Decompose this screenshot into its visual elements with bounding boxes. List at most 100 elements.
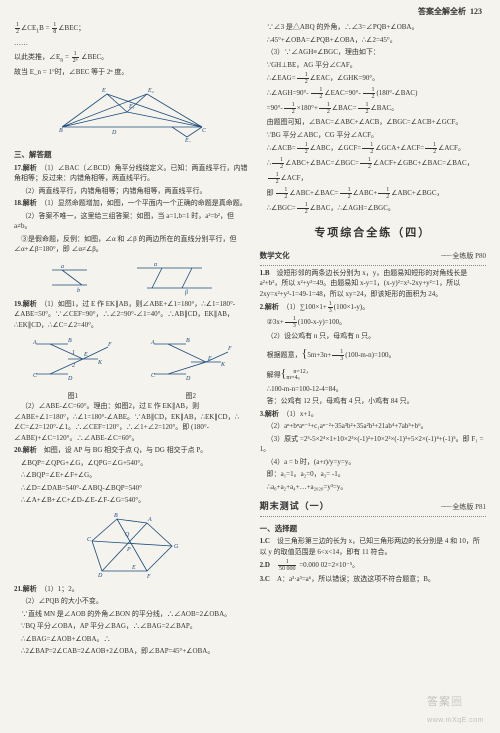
- svg-text:F: F: [227, 346, 232, 352]
- text-line: （2）∠ABE-∠C=60°。理由：如图2，过 E 作 EK∥AB，则∠ABE+…: [14, 401, 250, 443]
- subsection-title: 一、选择题: [260, 523, 486, 534]
- q19: 19.解析 （1）如图1，过 E 作 EK∥AB，则∠ABE+∠1=180°，∴…: [14, 299, 250, 331]
- text-line: 即 12∠ABC+∠BAC=12∠ABC+12∠ABC+∠BGC，: [260, 187, 486, 200]
- text-line: ∵BQ 平分∠OBA，AP 平分∠BAG，∴∠BAG=2∠BAP。: [14, 621, 250, 632]
- svg-text:B: B: [186, 338, 190, 344]
- svg-text:F: F: [146, 574, 151, 580]
- text-line: （4）a = b 时，(a+r)/y=y=y。: [260, 457, 486, 468]
- q2d: 2.D 150 000 =0.000 02=2×10⁻⁵。: [260, 559, 486, 572]
- q1c: 1.C 设三角形第三边的长为 x，已知三角形两边的长分别是 4 和 10，所以 …: [260, 536, 486, 557]
- q3: 3.解析 （1）x+1。: [260, 409, 486, 420]
- svg-text:B: B: [68, 338, 72, 344]
- text-line: ∴∠AGH=90°- 12∠EAC=90°- 12(180°-∠BAC): [260, 87, 486, 100]
- svg-text:A: A: [32, 340, 37, 346]
- text-line: 根据题意，{5m+3n+13(100-m-n)=100。: [260, 344, 486, 362]
- text-line: ∠BQP=∠QPG+∠G，∠QPG=∠G+540°。: [14, 458, 250, 469]
- section-header: 期末测试（一）: [260, 500, 330, 514]
- svg-text:P: P: [126, 547, 131, 553]
- text-line: ∴∠BGC=12∠BAC，∴∠AGH=∠BGC。: [260, 202, 486, 215]
- svg-text:K: K: [97, 360, 103, 366]
- svg-text:C: C: [202, 128, 207, 134]
- svg-text:D: D: [111, 130, 117, 136]
- text-line: ∴100-m-n=100-12-4=84。: [260, 384, 486, 395]
- divider: [260, 516, 486, 517]
- watermark: 答案圈www.mXqE.com: [427, 694, 484, 727]
- text-line: 以此类推，∠En = 12ⁿ ∠BEC。: [14, 51, 250, 65]
- text-line: 故当 E_n = 1°时，∠BEC 等于 2ⁿ 度。: [14, 67, 250, 78]
- text-line: （2）答案不唯一，这里给三组答案：如图，当 a=1,b=1 时，a²=b²，但 …: [14, 211, 250, 232]
- figure-fan: B C E E₁ E₂ E₃ D: [52, 82, 212, 142]
- svg-text:A: A: [150, 340, 155, 346]
- header-title: 答案全解全析: [418, 7, 466, 16]
- subsection-title: 数学文化: [260, 250, 290, 261]
- text-line: ∴∠A+∠B+∠C+∠D-∠E-∠F-∠G=540°。: [14, 495, 250, 506]
- text-line: 解得{n=12，m=4。: [260, 364, 486, 382]
- page-number: 123: [470, 7, 482, 16]
- text-line: （2）∠PQB 的大小不变。: [14, 596, 250, 607]
- svg-text:F: F: [107, 342, 112, 348]
- text-line: ∴12∠ABC+∠BAC=∠BGC=12∠ACF+∠GBC+∠BAC=∠BAC，: [260, 157, 486, 170]
- q21: 21.解析 （1）1；2。: [14, 584, 250, 595]
- text-line: ∵∠3 是△ABQ 的外角，∴∠3=∠PQB+∠OBA。: [260, 22, 486, 33]
- reference: ┈┈┈ 全练版 P81: [441, 502, 486, 513]
- svg-text:a: a: [61, 264, 64, 270]
- text-line: （3）∵∠AGH≡∠BGC，理由如下：: [260, 47, 486, 58]
- text-line: ……: [14, 38, 250, 49]
- figure-row: AB EF CD 12 K 图1: [14, 332, 250, 401]
- svg-text:β: β: [184, 290, 188, 296]
- svg-text:B: B: [114, 513, 118, 519]
- right-column: ∵∠3 是△ABQ 的外角，∴∠3=∠PQB+∠OBA。 ∴45°+∠OBA=∠…: [260, 22, 486, 717]
- svg-text:E: E: [101, 88, 106, 94]
- svg-text:1: 1: [72, 350, 75, 356]
- text-line: （2）设公鸡有 n 只，母鸡有 n 只。: [260, 331, 486, 342]
- text-line: =90°-12×180°+12∠BAC=12∠BAC。: [260, 102, 486, 115]
- text-line: ∴45°+∠OBA=∠PQB+∠OBA，∴∠2=45°。: [260, 35, 486, 46]
- svg-text:α: α: [154, 262, 158, 268]
- svg-text:E₁: E₁: [128, 104, 135, 110]
- svg-text:2: 2: [72, 363, 75, 369]
- figure-q20: BA CG DF PQ E: [77, 511, 187, 581]
- text-line: ∴∠BQP=∠E+∠F+∠G。: [14, 470, 250, 481]
- section-title: 三、解答题: [14, 149, 250, 160]
- figure-q19-2: AB EF CD K: [146, 332, 236, 387]
- q18: 18.解析 （1）显然命题增加，如图，一个平面内一个正确的命题是真命题。: [14, 198, 250, 209]
- q1b: 1.B 设短形邻的两条边长分别为 x，y，由题易知短形的对角线长是 a²+b²，…: [260, 268, 486, 300]
- text-line: ∵GH⊥BE，AG 平分∠CAF。: [260, 60, 486, 71]
- left-column: 12∠CE1B = 18∠BEC； …… 以此类推，∠En = 12ⁿ ∠BEC…: [14, 22, 250, 717]
- figure-parallel: a b α β: [47, 260, 217, 296]
- section-header: 专项综合全练（四）: [260, 225, 486, 242]
- text-line: ∴a₀+a₂+a₄+…+a₂₀₂₀=y³=y。: [260, 482, 486, 493]
- text-line: 12∠ACF，: [260, 172, 486, 185]
- svg-text:K: K: [220, 362, 226, 368]
- text-line: ③是假命题，反例：如图，∠α 和 ∠β 的两边所在的直线分别平行，但∠α+∠β=…: [14, 234, 250, 255]
- figure-q19-1: AB EF CD 12 K: [28, 332, 118, 387]
- text-line: ∵直线 MN 是∠AOB 的外角∠BON 的平分线，∴∠AOB=2∠OBA。: [14, 609, 250, 620]
- svg-text:D: D: [97, 573, 103, 579]
- page-header: 答案全解全析 123: [418, 6, 482, 18]
- text-line: （2）两直线平行，内错角相等；内错角相等，两直线平行。: [14, 186, 250, 197]
- svg-text:Q: Q: [125, 532, 130, 538]
- svg-text:C: C: [87, 537, 92, 543]
- svg-text:G: G: [174, 544, 179, 550]
- text-line: 答：公鸡有 12 只，母鸡有 4 只，小鸡有 84 只。: [260, 396, 486, 407]
- text-line: ∴∠ACB=12∠ABC，∠GCF=12∠GCA+∠ACF=12∠ACF。: [260, 142, 486, 155]
- reference: ┈┈┈ 全练版 P80: [441, 251, 486, 262]
- divider: [260, 265, 486, 266]
- q17: 17.解析 （1）∠BAC（∠BCD）角平分线绕定义。已知：两直线平行，内错角相…: [14, 163, 250, 184]
- q3c: 3.C A：a³·a³=a⁶，所以错误；放选这项不符合题意；B。: [260, 574, 486, 585]
- svg-text:E: E: [83, 352, 88, 358]
- svg-text:E: E: [207, 356, 212, 362]
- text-line: ∴2∠BAP=2∠CAB=2∠AOB+2∠OBA，即∠BAP=45°+∠OBA。: [14, 646, 250, 657]
- text-line: （3）原式 =2⁵-5×2⁴×1+10×2³×(-1)²+10×2²×(-1)³…: [260, 434, 486, 455]
- text-line: 由题图可知，∠BAC=∠ABC+∠ACB，∠BGC=∠ACB+∠GCF。: [260, 117, 486, 128]
- svg-text:D: D: [67, 376, 73, 382]
- text-line: ∴∠BAG=∠AOB+∠OBA。∴: [14, 634, 250, 645]
- text-line: 12∠CE1B = 18∠BEC；: [14, 22, 250, 36]
- svg-text:B: B: [59, 128, 63, 134]
- svg-text:b: b: [77, 288, 80, 294]
- figure-caption: 图1: [28, 391, 118, 402]
- text-line: ②3x+13(100-x-y)=100。: [260, 316, 486, 329]
- svg-text:E₃: E₃: [184, 138, 191, 142]
- text-line: ∴∠EAG=12∠EAC，∠GHK=90°。: [260, 72, 486, 85]
- svg-text:E₂: E₂: [147, 88, 154, 94]
